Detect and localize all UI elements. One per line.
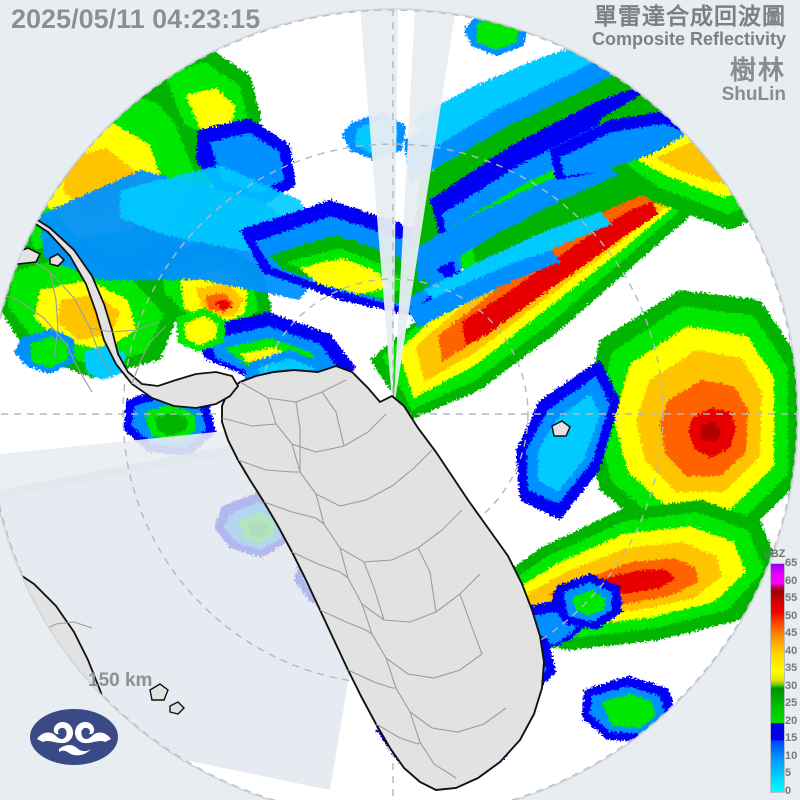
colorbar-tick-50: 50 xyxy=(785,609,798,622)
county-borders xyxy=(221,379,507,779)
station-name-en: ShuLin xyxy=(721,84,786,106)
logo-wave-glyph xyxy=(37,722,111,756)
product-title-en: Composite Reflectivity xyxy=(591,28,786,49)
range-ring-label: 150 km xyxy=(88,670,153,691)
colorbar-unit-label: dBZ xyxy=(764,548,786,560)
blocked-sector-north xyxy=(393,9,455,414)
colorbar-tick-0: 0 xyxy=(785,785,792,797)
logo-ellipse xyxy=(30,709,118,765)
echo-cluster-east-convective xyxy=(516,290,798,540)
colorbar-tick-60: 60 xyxy=(785,574,798,587)
station-block: 樹林 ShuLin xyxy=(722,56,786,106)
taiwan-island xyxy=(221,364,545,791)
echo-band-strait xyxy=(40,165,470,394)
colorbar-tick-30: 30 xyxy=(785,679,798,692)
colorbar-tick-55: 55 xyxy=(785,592,798,605)
colorbar-tick-15: 15 xyxy=(785,732,798,745)
colorbar-tick-40: 40 xyxy=(785,644,798,657)
title-block: 單雷達合成回波圖 Composite Reflectivity xyxy=(592,4,786,49)
colorbar-tick-65: 65 xyxy=(785,557,798,569)
product-title-zh: 單雷達合成回波圖 xyxy=(594,3,786,29)
penghu-islands xyxy=(149,683,185,715)
radar-range-boundary xyxy=(0,8,799,800)
east-offshore-islet xyxy=(551,420,571,437)
timestamp-label: 2025/05/11 04:23:15 xyxy=(11,4,261,34)
colorbar-tick-45: 45 xyxy=(785,627,798,640)
colorbar-ticks: 65 60 55 50 45 40 35 30 25 20 15 10 5 0 xyxy=(785,556,800,798)
colorbar-tick-35: 35 xyxy=(785,662,798,675)
colorbar-tick-5: 5 xyxy=(785,767,792,780)
station-name-zh: 樹林 xyxy=(729,55,786,85)
mainland-coast xyxy=(0,194,240,409)
reflectivity-colorbar: dBZ 65 60 55 50 45 40 35 30 25 20 15 10 5 0 xyxy=(762,548,800,798)
colorbar-tick-20: 20 xyxy=(785,714,798,727)
blocked-sector-north-2 xyxy=(360,9,398,414)
colorbar-tick-25: 25 xyxy=(785,697,798,710)
cwa-logo xyxy=(30,709,118,765)
colorbar-tick-10: 10 xyxy=(785,749,798,762)
colorbar-gradient xyxy=(770,563,785,793)
